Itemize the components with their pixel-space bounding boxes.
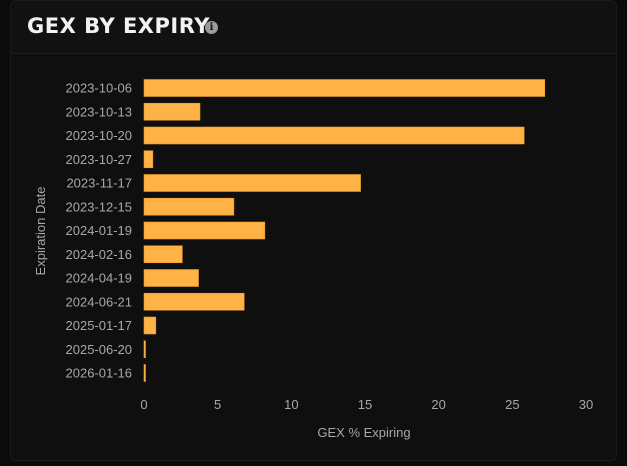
y-tick-label: 2024-01-19	[66, 223, 133, 238]
x-tick-label: 25	[505, 397, 519, 412]
bar[interactable]	[143, 174, 361, 192]
bar[interactable]	[143, 245, 183, 264]
y-tick-label: 2023-10-06	[66, 81, 133, 96]
bar[interactable]	[143, 364, 146, 382]
y-tick-label: 2025-01-17	[66, 318, 133, 333]
x-axis-label: GEX % Expiring	[317, 425, 410, 440]
card-header: GEX BY EXPIRY i	[11, 1, 616, 54]
gex-by-expiry-card: GEX BY EXPIRY i	[10, 0, 617, 461]
x-tick-label: 15	[358, 397, 372, 412]
y-tick-label: 2023-10-20	[66, 128, 133, 143]
bar[interactable]	[143, 150, 154, 169]
y-axis-label: Expiration Date	[33, 187, 48, 276]
bar[interactable]	[143, 126, 525, 145]
y-tick-label: 2024-04-19	[66, 271, 133, 286]
bar[interactable]	[143, 221, 266, 240]
y-tick-label: 2023-10-27	[66, 152, 133, 167]
info-icon[interactable]: i	[205, 21, 218, 34]
x-tick-label: 0	[140, 397, 147, 412]
y-tick-label: 2023-10-13	[66, 104, 133, 119]
bar[interactable]	[143, 79, 546, 97]
y-tick-label: 2023-12-15	[66, 199, 133, 214]
x-tick-label: 10	[284, 397, 298, 412]
x-tick-label: 30	[579, 397, 593, 412]
bar[interactable]	[143, 197, 235, 216]
bar[interactable]	[143, 340, 146, 359]
bar[interactable]	[143, 269, 199, 287]
chart-title: GEX BY EXPIRY	[27, 14, 210, 38]
bar[interactable]	[143, 316, 157, 335]
y-tick-label: 2024-02-16	[66, 247, 133, 262]
y-tick-label: 2025-06-20	[66, 342, 133, 357]
bar[interactable]	[143, 292, 245, 311]
x-tick-label: 20	[431, 397, 445, 412]
y-tick-label: 2026-01-16	[66, 366, 133, 381]
bar[interactable]	[143, 102, 201, 121]
y-tick-label: 2024-06-21	[66, 294, 133, 309]
x-tick-label: 5	[214, 397, 221, 412]
y-tick-label: 2023-11-17	[66, 176, 132, 191]
